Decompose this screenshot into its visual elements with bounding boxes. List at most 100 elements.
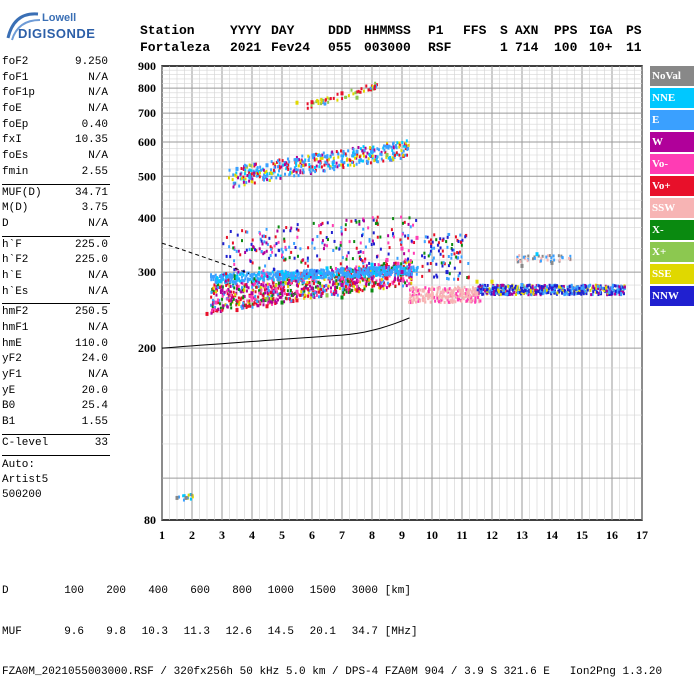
echo-point — [215, 287, 218, 291]
echo-point — [453, 277, 456, 281]
x-tick-label: 3 — [219, 528, 225, 542]
echo-point — [324, 98, 327, 102]
echo-point — [371, 284, 374, 288]
echo-point — [463, 292, 466, 296]
echo-point — [254, 294, 257, 298]
distance-values: 100 200 400 600 800 1000 1500 3000 — [42, 585, 378, 597]
echo-point — [262, 276, 265, 280]
echo-point — [348, 273, 351, 277]
echo-point — [388, 144, 391, 148]
echo-point — [320, 97, 323, 101]
echo-point — [492, 292, 495, 296]
param-value: 33 — [94, 436, 108, 449]
echo-point — [313, 268, 316, 272]
echo-point — [313, 158, 316, 162]
echo-point — [276, 159, 279, 163]
echo-point — [350, 288, 353, 292]
echo-point — [296, 254, 299, 258]
echo-point — [550, 256, 553, 260]
series-point-x- — [340, 295, 344, 300]
echo-point — [410, 281, 413, 285]
echo-point — [455, 295, 458, 299]
muf-row: MUF 9.6 9.8 10.3 11.3 12.6 14.5 20.1 34.7 [MHz] — [2, 626, 662, 640]
echo-point — [250, 172, 253, 176]
series-point-e — [295, 158, 299, 163]
echo-point — [453, 286, 456, 290]
echo-point — [408, 282, 411, 286]
echo-point — [279, 272, 282, 276]
echo-point — [402, 261, 405, 265]
echo-point — [304, 158, 307, 162]
echo-point — [451, 243, 454, 247]
echo-point — [460, 240, 463, 244]
echo-point — [569, 291, 572, 295]
echo-point — [276, 229, 279, 233]
echo-point — [338, 269, 341, 273]
echo-point — [335, 273, 338, 277]
echo-point — [238, 184, 241, 188]
echo-point — [262, 281, 265, 285]
echo-point — [466, 276, 469, 280]
echo-point — [232, 173, 235, 177]
echo-point — [315, 164, 318, 168]
echo-point — [384, 276, 387, 280]
echo-point — [255, 302, 258, 306]
param-value: 20.0 — [81, 384, 108, 397]
echo-point — [397, 270, 400, 274]
echo-point — [214, 280, 217, 284]
echo-point — [427, 296, 430, 300]
echo-point — [341, 256, 344, 260]
echo-point — [373, 84, 376, 88]
echo-point — [275, 242, 278, 246]
echo-point — [357, 266, 360, 270]
echo-point — [438, 286, 441, 290]
echo-point — [230, 306, 233, 310]
hdr-value-ddd: 055 — [328, 40, 352, 55]
echo-point — [348, 240, 351, 244]
echo-point — [387, 241, 390, 245]
echo-point — [347, 271, 350, 275]
hdr-label-axn: AXN — [515, 23, 538, 38]
echo-point — [441, 296, 444, 300]
echo-point — [318, 288, 321, 292]
echo-point — [361, 259, 364, 263]
echo-point — [262, 292, 265, 296]
echo-point — [524, 287, 527, 291]
echo-point — [461, 288, 464, 292]
echo-point — [500, 286, 503, 290]
echo-point — [245, 306, 248, 310]
echo-point — [240, 296, 243, 300]
echo-point — [443, 300, 446, 304]
echo-point — [280, 295, 283, 299]
echo-point — [258, 286, 261, 290]
echo-point — [375, 255, 378, 259]
echo-point — [243, 295, 246, 299]
series-point-vo- — [340, 276, 344, 281]
echo-point — [277, 281, 280, 285]
hdr-value-axn: 714 — [515, 40, 539, 55]
echo-point — [371, 269, 374, 273]
echo-point — [237, 270, 240, 274]
echo-point — [544, 285, 547, 289]
echo-point — [465, 299, 468, 303]
echo-point — [460, 255, 463, 259]
echo-point — [586, 288, 589, 292]
echo-point — [307, 154, 310, 158]
echo-point — [283, 288, 286, 292]
echo-point — [284, 245, 287, 249]
echo-point — [384, 263, 387, 267]
echo-point — [239, 298, 242, 302]
echo-point — [394, 270, 397, 274]
echo-point — [245, 303, 248, 307]
echo-point — [322, 151, 325, 155]
echo-point — [240, 290, 243, 294]
echo-point — [361, 277, 364, 281]
echo-point — [607, 285, 610, 289]
echo-point — [366, 277, 369, 281]
echo-point — [210, 311, 213, 315]
x-tick-label: 12 — [486, 528, 498, 542]
echo-point — [402, 265, 405, 269]
echo-point — [492, 286, 495, 290]
echo-point — [345, 265, 348, 269]
muf-values: 9.6 9.8 10.3 11.3 12.6 14.5 20.1 34.7 — [42, 626, 378, 638]
